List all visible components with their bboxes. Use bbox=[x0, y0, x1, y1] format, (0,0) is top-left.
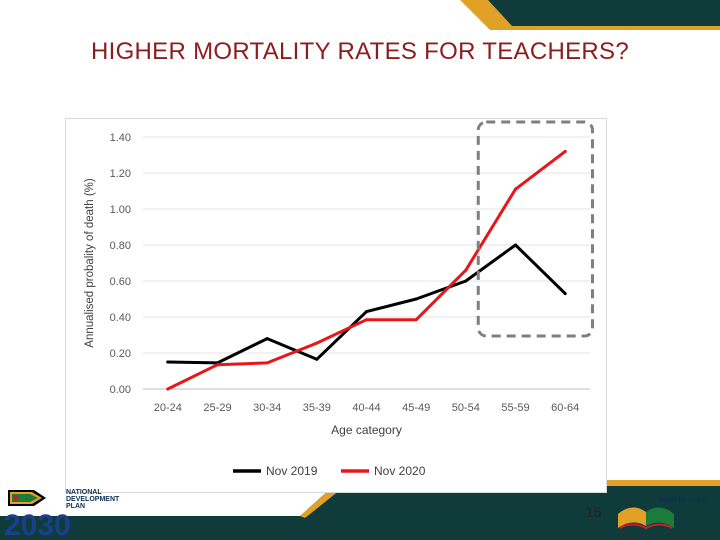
page-number: 15 bbox=[586, 504, 602, 520]
flag-emblem-icon bbox=[8, 490, 46, 506]
series-line-0 bbox=[166, 243, 567, 365]
data-point bbox=[414, 318, 418, 322]
data-point bbox=[563, 292, 567, 296]
data-point bbox=[464, 268, 468, 272]
data-point bbox=[265, 361, 269, 365]
x-tick-label: 45-49 bbox=[402, 402, 430, 414]
y-tick-label: 1.20 bbox=[110, 168, 131, 180]
data-point bbox=[563, 149, 567, 153]
rtl-name: Read to Lead bbox=[658, 495, 706, 504]
chart-frame bbox=[65, 118, 607, 493]
data-point bbox=[315, 357, 319, 361]
x-tick-label: 35-39 bbox=[303, 402, 331, 414]
highlight-box bbox=[476, 120, 594, 338]
x-tick-label: 25-29 bbox=[203, 402, 231, 414]
x-tick-label: 60-64 bbox=[551, 402, 579, 414]
y-tick-label: 0.40 bbox=[110, 312, 131, 324]
x-tick-label: 55-59 bbox=[501, 402, 529, 414]
line-chart: 0.00 0.20 0.40 0.60 0.80 1.00 1.20 1.40 20-24 25-… bbox=[84, 120, 594, 478]
ndp-line1: NATIONAL bbox=[66, 489, 102, 496]
x-tick-label: 50-54 bbox=[452, 402, 480, 414]
data-point bbox=[365, 310, 368, 314]
data-point bbox=[216, 363, 219, 367]
data-point bbox=[166, 387, 170, 391]
data-point bbox=[166, 360, 170, 364]
top-corner-decoration bbox=[460, 0, 720, 30]
x-tick-label: 40-44 bbox=[352, 402, 380, 414]
legend-label: Nov 2019 bbox=[266, 464, 318, 478]
data-point bbox=[514, 187, 517, 191]
slide-title: HIGHER MORTALITY RATES FOR TEACHERS? bbox=[90, 38, 629, 65]
data-point bbox=[514, 243, 517, 247]
data-point bbox=[315, 341, 319, 345]
ndp-line3: PLAN bbox=[66, 503, 85, 510]
open-book-icon bbox=[618, 507, 674, 530]
data-point bbox=[365, 318, 368, 322]
rtl-tagline: A Reading Nation is a Leading Nation bbox=[616, 533, 688, 538]
y-tick-label: 1.40 bbox=[110, 132, 131, 144]
y-tick-label: 0.80 bbox=[110, 240, 131, 252]
ndp-2030-logo: NATIONAL DEVELOPMENT PLAN 2030 bbox=[4, 489, 120, 540]
y-tick-label: 0.20 bbox=[110, 348, 131, 360]
data-point bbox=[464, 279, 468, 283]
read-to-lead-logo: Read to Lead A Reading Nation is a Leadi… bbox=[616, 495, 706, 538]
y-tick-label: 1.00 bbox=[110, 204, 131, 216]
y-axis-title: Annualised probality of death (%) bbox=[84, 178, 96, 348]
x-axis-title: Age category bbox=[331, 423, 402, 437]
y-tick-label: 0.00 bbox=[110, 384, 131, 396]
data-point bbox=[265, 337, 269, 341]
x-tick-label: 30-34 bbox=[253, 402, 281, 414]
y-tick-label: 0.60 bbox=[110, 276, 131, 288]
data-point bbox=[414, 297, 418, 301]
ndp-year: 2030 bbox=[4, 509, 71, 540]
legend-label: Nov 2020 bbox=[374, 464, 426, 478]
ndp-line2: DEVELOPMENT bbox=[66, 496, 120, 503]
x-tick-label: 20-24 bbox=[154, 402, 182, 414]
